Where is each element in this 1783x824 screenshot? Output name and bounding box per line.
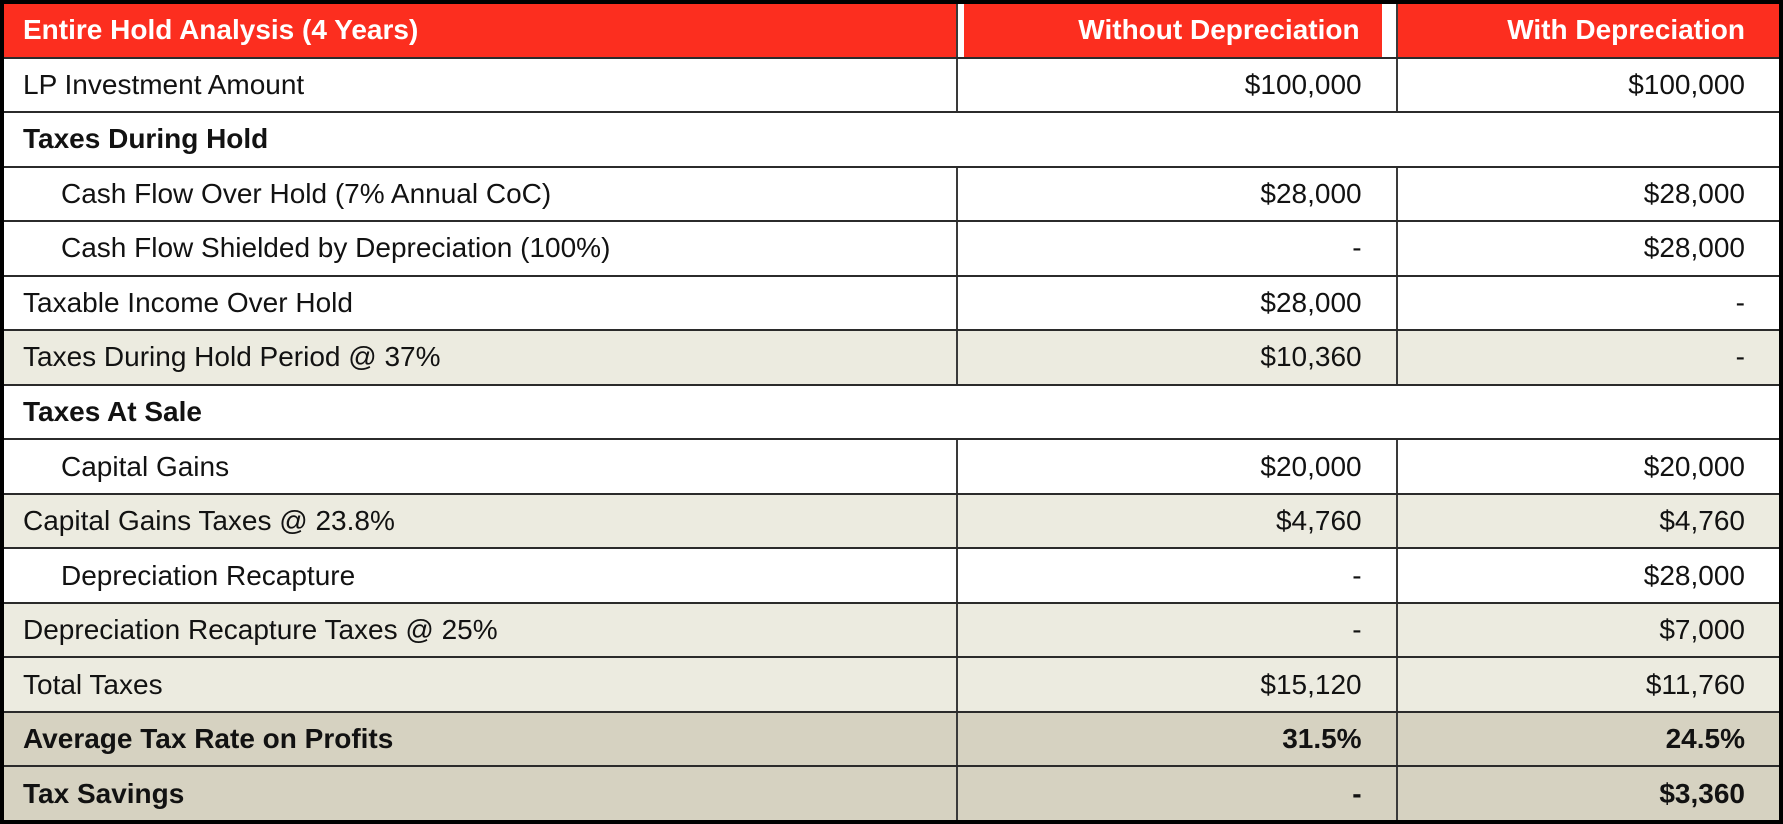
- row-label: Capital Gains Taxes @ 23.8%: [23, 505, 395, 537]
- value-without: $4,760: [956, 494, 1395, 548]
- table-row: Depreciation Recapture - $28,000: [4, 547, 1779, 602]
- value-without: $28,000: [956, 167, 1395, 221]
- value-without: $100,000: [956, 58, 1395, 112]
- row-label: LP Investment Amount: [23, 68, 305, 100]
- table-title-cell: Entire Hold Analysis (4 Years): [4, 4, 957, 57]
- value-without: -: [956, 222, 1395, 275]
- row-label: Average Tax Rate on Profits: [23, 723, 394, 755]
- column-header-without-depreciation: Without Depreciation: [956, 4, 1395, 57]
- value-without: -: [956, 767, 1395, 820]
- table-row: Depreciation Recapture Taxes @ 25% - $7,…: [4, 601, 1779, 657]
- table-row: LP Investment Amount $100,000 $100,000: [4, 56, 1779, 112]
- value-with: $28,000: [1395, 167, 1779, 221]
- table-row: Taxable Income Over Hold $28,000 -: [4, 274, 1779, 330]
- value-without: $20,000: [956, 440, 1395, 493]
- section-row-taxes-during-hold: Taxes During Hold: [4, 111, 1779, 166]
- row-label: Taxes During Hold Period @ 37%: [23, 341, 441, 373]
- value-with: 24.5%: [1395, 712, 1779, 766]
- table-row: Cash Flow Shielded by Depreciation (100%…: [4, 220, 1779, 275]
- column-header-without-label: Without Depreciation: [964, 4, 1382, 57]
- table-row: Tax Savings - $3,360: [4, 765, 1779, 820]
- value-with: $100,000: [1395, 58, 1779, 112]
- row-label: Capital Gains: [61, 450, 230, 482]
- row-label: Tax Savings: [23, 777, 185, 809]
- section-row-taxes-at-sale: Taxes At Sale: [4, 383, 1779, 439]
- table-row: Capital Gains Taxes @ 23.8% $4,760 $4,76…: [4, 492, 1779, 548]
- row-label: Cash Flow Over Hold (7% Annual CoC): [61, 177, 552, 209]
- table-row: Average Tax Rate on Profits 31.5% 24.5%: [4, 710, 1779, 766]
- table-row: Capital Gains $20,000 $20,000: [4, 438, 1779, 493]
- column-header-with-label: With Depreciation: [1397, 4, 1779, 57]
- row-label: Depreciation Recapture: [61, 559, 356, 591]
- value-without: $28,000: [956, 276, 1395, 330]
- value-with: $11,760: [1395, 658, 1779, 711]
- table-row: Cash Flow Over Hold (7% Annual CoC) $28,…: [4, 165, 1779, 221]
- row-label: Total Taxes: [23, 668, 163, 700]
- value-without: 31.5%: [956, 712, 1395, 766]
- row-label: Cash Flow Shielded by Depreciation (100%…: [61, 232, 611, 264]
- table-title: Entire Hold Analysis (4 Years): [4, 4, 957, 57]
- row-label: Depreciation Recapture Taxes @ 25%: [23, 614, 498, 646]
- column-header-with-depreciation: With Depreciation: [1395, 4, 1779, 57]
- value-with: -: [1395, 276, 1779, 330]
- section-label: Taxes During Hold: [23, 123, 269, 155]
- value-without: -: [956, 603, 1395, 657]
- row-label: Taxable Income Over Hold: [23, 286, 353, 318]
- table-header-row: Entire Hold Analysis (4 Years) Without D…: [4, 4, 1779, 57]
- value-with: -: [1395, 331, 1779, 384]
- value-with: $20,000: [1395, 440, 1779, 493]
- value-without: -: [956, 549, 1395, 602]
- table-row: Total Taxes $15,120 $11,760: [4, 656, 1779, 711]
- value-with: $4,760: [1395, 494, 1779, 548]
- table-row: Taxes During Hold Period @ 37% $10,360 -: [4, 329, 1779, 384]
- section-label: Taxes At Sale: [23, 395, 202, 427]
- value-with: $28,000: [1395, 549, 1779, 602]
- value-with: $28,000: [1395, 222, 1779, 275]
- value-with: $3,360: [1395, 767, 1779, 820]
- value-without: $15,120: [956, 658, 1395, 711]
- value-without: $10,360: [956, 331, 1395, 384]
- value-with: $7,000: [1395, 603, 1779, 657]
